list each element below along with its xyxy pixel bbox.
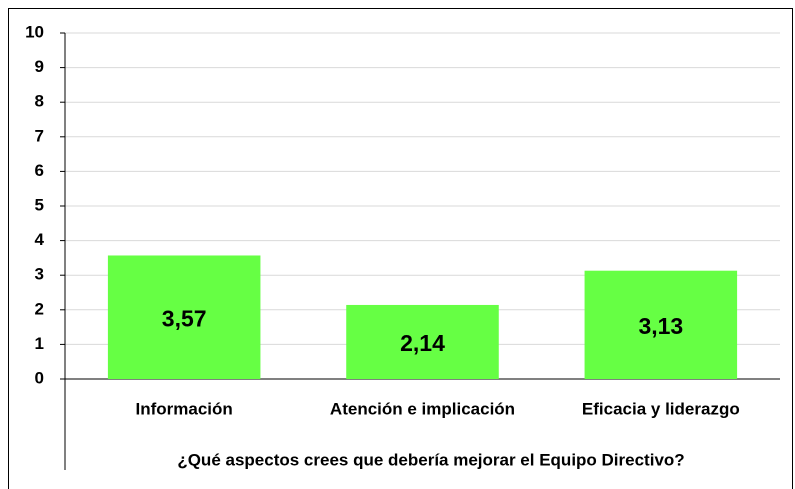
y-tick-label: 7 <box>35 126 44 145</box>
bar <box>584 270 738 379</box>
y-tick-label: 1 <box>35 334 44 353</box>
y-tick-label: 0 <box>35 368 44 387</box>
bar <box>346 304 499 379</box>
y-tick-label: 10 <box>25 22 44 41</box>
x-tick-label: Atención e implicación <box>330 399 515 418</box>
bar <box>107 255 261 379</box>
y-tick-label: 3 <box>35 265 44 284</box>
y-tick-label: 6 <box>35 161 44 180</box>
y-tick-label: 2 <box>35 299 44 318</box>
chart-border <box>8 8 793 489</box>
data-label: 3,57 <box>162 305 207 331</box>
y-tick-label: 8 <box>35 92 44 111</box>
y-tick-label: 5 <box>35 195 44 214</box>
x-axis-title: ¿Qué aspectos crees que debería mejorar … <box>177 450 684 469</box>
y-tick-label: 9 <box>35 57 44 76</box>
y-tick-label: 4 <box>35 230 45 249</box>
x-tick-label: Información <box>136 399 233 418</box>
data-label: 3,13 <box>638 313 683 339</box>
x-tick-label: Eficacia y liderazgo <box>582 399 740 418</box>
data-label: 2,14 <box>400 330 445 356</box>
